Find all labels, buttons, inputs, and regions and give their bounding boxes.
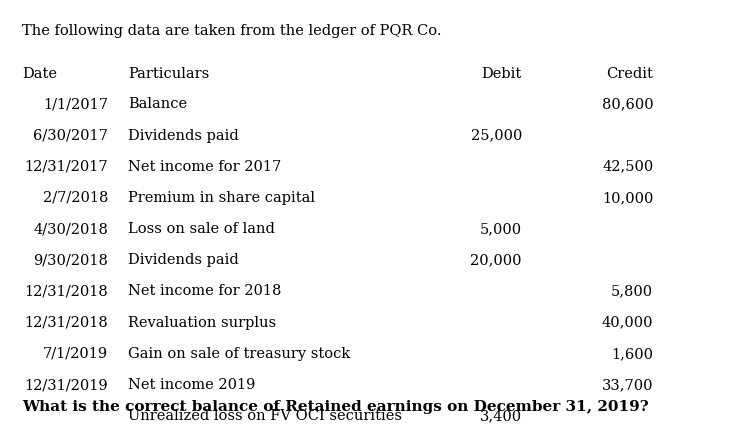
- Text: 4/30/2018: 4/30/2018: [33, 222, 108, 236]
- Text: Loss on sale of land: Loss on sale of land: [128, 222, 274, 236]
- Text: 12/31/2018: 12/31/2018: [24, 284, 108, 298]
- Text: Revaluation surplus: Revaluation surplus: [128, 316, 276, 330]
- Text: 12/31/2017: 12/31/2017: [24, 160, 108, 174]
- Text: 12/31/2018: 12/31/2018: [24, 316, 108, 330]
- Text: Gain on sale of treasury stock: Gain on sale of treasury stock: [128, 347, 350, 361]
- Text: 33,700: 33,700: [602, 378, 653, 392]
- Text: Unrealized loss on FV OCI securities: Unrealized loss on FV OCI securities: [128, 409, 402, 423]
- Text: 3,400: 3,400: [480, 409, 522, 423]
- Text: Particulars: Particulars: [128, 67, 209, 81]
- Text: Balance: Balance: [128, 97, 187, 111]
- Text: Dividends paid: Dividends paid: [128, 253, 239, 267]
- Text: 42,500: 42,500: [602, 160, 653, 174]
- Text: Credit: Credit: [607, 67, 653, 81]
- Text: Net income for 2018: Net income for 2018: [128, 284, 281, 298]
- Text: 10,000: 10,000: [602, 191, 653, 205]
- Text: 6/30/2017: 6/30/2017: [33, 129, 108, 142]
- Text: Premium in share capital: Premium in share capital: [128, 191, 315, 205]
- Text: 40,000: 40,000: [602, 316, 653, 330]
- Text: Net income for 2017: Net income for 2017: [128, 160, 281, 174]
- Text: 2/7/2018: 2/7/2018: [42, 191, 108, 205]
- Text: 80,600: 80,600: [602, 97, 653, 111]
- Text: 25,000: 25,000: [471, 129, 522, 142]
- Text: 5,800: 5,800: [611, 284, 653, 298]
- Text: Debit: Debit: [482, 67, 522, 81]
- Text: Net income 2019: Net income 2019: [128, 378, 255, 392]
- Text: 9/30/2018: 9/30/2018: [33, 253, 108, 267]
- Text: Dividends paid: Dividends paid: [128, 129, 239, 142]
- Text: The following data are taken from the ledger of PQR Co.: The following data are taken from the le…: [22, 24, 442, 38]
- Text: 1/1/2017: 1/1/2017: [43, 97, 108, 111]
- Text: 1,600: 1,600: [611, 347, 653, 361]
- Text: 20,000: 20,000: [470, 253, 522, 267]
- Text: 12/31/2019: 12/31/2019: [24, 378, 108, 392]
- Text: What is the correct balance of Retained earnings on December 31, 2019?: What is the correct balance of Retained …: [22, 400, 648, 414]
- Text: 7/1/2019: 7/1/2019: [43, 347, 108, 361]
- Text: Date: Date: [22, 67, 57, 81]
- Text: 5,000: 5,000: [480, 222, 522, 236]
